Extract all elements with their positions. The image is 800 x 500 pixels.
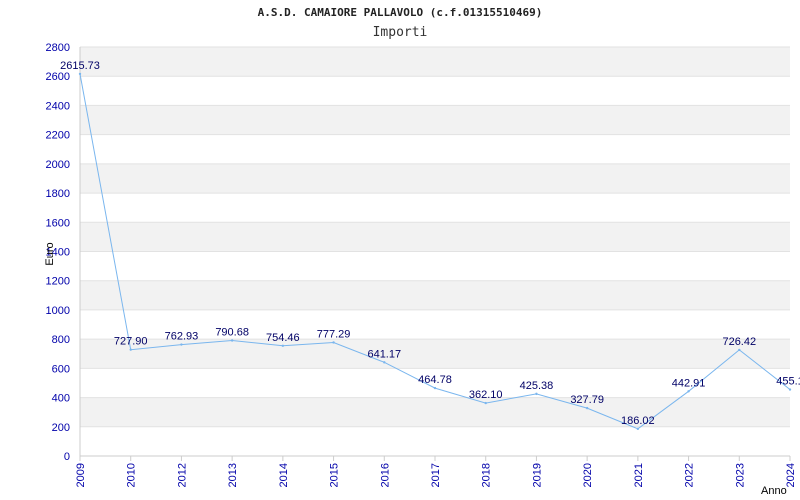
data-point (180, 343, 183, 346)
grid-band (80, 105, 790, 135)
x-tick-label: 2014 (278, 463, 290, 487)
data-label: 790.68 (215, 327, 249, 339)
y-tick-label: 400 (52, 393, 70, 405)
data-point (687, 390, 690, 393)
data-label: 2615.73 (60, 60, 100, 72)
grid-band (80, 280, 790, 310)
data-point (433, 386, 437, 390)
y-tick-label: 600 (52, 363, 70, 375)
y-tick-label: 1800 (46, 188, 70, 200)
data-label: 455.1 (776, 376, 800, 388)
y-tick-label: 2200 (46, 130, 70, 142)
x-axis-ticks: 2009 2010 2012 2013 2014 2015 2016 2017 2018 2019… (75, 463, 797, 487)
grid-band (80, 222, 790, 252)
data-point (484, 401, 487, 405)
data-label: 186.02 (621, 415, 655, 427)
data-label: 641.17 (367, 348, 401, 360)
data-point (585, 406, 589, 410)
y-axis-ticks: 0 200 400 600 800 1000 1200 1400 1600 1800 2000 220… (46, 42, 70, 463)
y-tick-label: 200 (52, 422, 70, 434)
data-point (383, 361, 386, 364)
data-label: 327.79 (570, 394, 604, 406)
x-tick-label: 2023 (734, 463, 746, 487)
y-tick-label: 2000 (46, 159, 70, 171)
y-tick-label: 2800 (46, 42, 70, 54)
grid-band (80, 397, 790, 427)
x-tick-label: 2017 (430, 463, 442, 487)
y-tick-label: 1600 (46, 217, 70, 229)
x-tick-label: 2016 (379, 463, 391, 487)
data-label: 726.42 (722, 336, 756, 348)
data-labels: 2615.73 727.90 762.93 790.68 754.46 777.29 641… (60, 60, 800, 427)
y-tick-label: 2400 (46, 100, 70, 112)
x-axis-label: Anno (761, 485, 787, 497)
x-tick-label: 2010 (126, 463, 138, 487)
chart-title: A.S.D. CAMAIORE PALLAVOLO (c.f.013155104… (257, 6, 543, 19)
data-point (788, 388, 792, 391)
x-tick-label: 2020 (582, 463, 594, 487)
x-tick-label: 2024 (785, 463, 797, 487)
data-point (332, 341, 335, 344)
y-tick-label: 2600 (46, 71, 70, 83)
data-label: 442.91 (672, 377, 706, 389)
data-label: 425.38 (520, 380, 554, 392)
y-tick-label: 1400 (46, 247, 70, 259)
y-tick-label: 1200 (46, 276, 70, 288)
y-tick-label: 1000 (46, 305, 70, 317)
data-point (129, 348, 132, 351)
grid-band (80, 47, 790, 77)
x-tick-label: 2022 (684, 463, 696, 487)
data-point (230, 339, 234, 342)
x-tick-label: 2018 (481, 463, 493, 487)
x-tick-label: 2021 (633, 463, 645, 487)
data-label: 754.46 (266, 332, 300, 344)
x-tick-label: 2015 (329, 463, 341, 487)
x-tick-label: 2013 (227, 463, 239, 487)
chart-subtitle: Importi (372, 25, 428, 40)
x-tick-label: 2019 (531, 463, 543, 487)
data-point (636, 427, 640, 431)
data-label: 727.90 (114, 336, 148, 348)
data-point (281, 344, 285, 347)
data-point (78, 72, 82, 76)
data-point (738, 348, 741, 352)
gridlines (80, 46, 790, 457)
y-axis-label: Euro (44, 242, 56, 265)
grid-band (80, 163, 790, 194)
data-label: 464.78 (418, 374, 452, 386)
x-tick-label: 2009 (75, 463, 87, 487)
data-point (535, 392, 538, 396)
series (78, 72, 792, 431)
y-tick-label: 0 (64, 451, 70, 463)
data-label: 777.29 (317, 328, 351, 340)
grid-band (80, 339, 790, 369)
y-tick-label: 800 (52, 334, 70, 346)
data-label: 762.93 (165, 331, 199, 343)
data-label: 362.10 (469, 389, 503, 401)
axes (79, 47, 791, 461)
x-tick-label: 2012 (176, 463, 188, 487)
grid-bands (80, 47, 790, 427)
